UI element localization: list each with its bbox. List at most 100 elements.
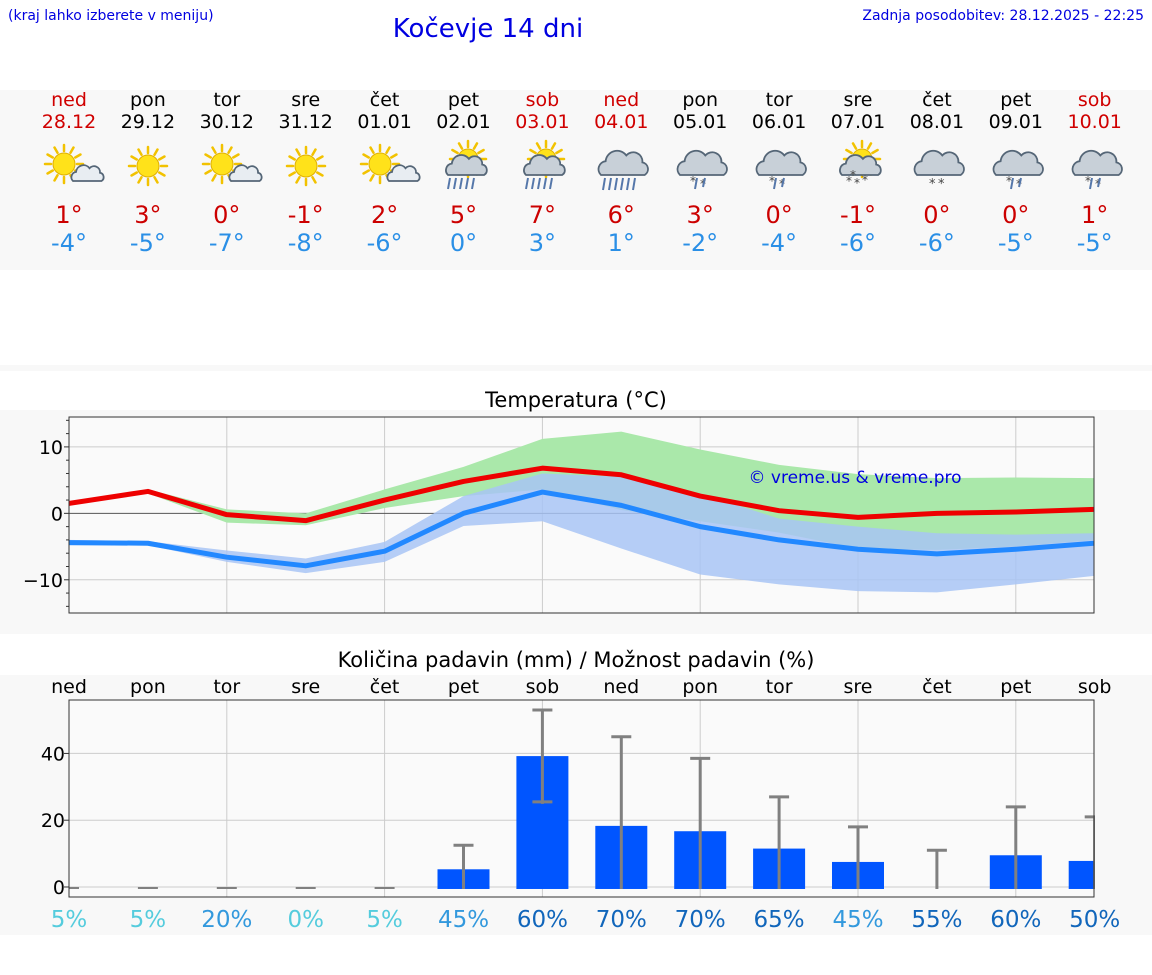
day-name: ned [51,89,87,111]
x-tick-label: sre [844,676,873,698]
precipitation-chart-panel: 40 20 0 ned pon tor sre čet pet sob ned pon tor sre če… [0,675,1152,935]
cloud-rain-icon [597,149,650,191]
daily-forecast-strip: ned 28.12 1° -4° pon 29.12 3° -5° tor 30.1… [0,90,1152,270]
day-date: 29.12 [120,111,176,133]
x-tick-label: sob [1078,676,1112,698]
max-temperature: 7° [528,201,557,229]
day-date: 01.01 [357,111,412,133]
day-date: 10.01 [1067,111,1122,133]
y-tick-label: 0 [53,877,65,899]
cloud-sleet-icon: ** [1071,149,1123,191]
max-temperature: 5° [449,201,478,229]
max-temperature: -1° [287,201,324,229]
precipitation-probability: 70% [675,907,726,933]
min-temperature: -6° [366,229,403,257]
day-name: pon [130,89,166,111]
sun-cloud-icon [359,143,421,185]
precipitation-probability: 20% [201,907,252,933]
max-temperature: 1° [1081,201,1109,229]
x-tick-label: tor [213,676,240,698]
svg-text:*: * [846,174,852,188]
max-temperature: 0° [1002,201,1030,229]
min-temperature: 3° [528,229,557,257]
page-title: Kočevje 14 dni [392,14,584,44]
min-temperature: 0° [449,229,478,257]
max-temperature: -1° [840,201,876,229]
day-name: sre [843,89,873,111]
day-forecast-11: čet 08.01 * * 0° -6° [897,90,977,257]
sun-cloud-icon [201,143,263,185]
copyright-watermark: © vreme.us & vreme.pro [748,468,961,488]
svg-text:*: * [850,168,856,182]
day-name: pon [682,89,719,111]
x-tick-label: pet [448,676,479,698]
temperature-chart: 10 0 −10 © vreme.us & vreme.pro [23,416,1095,614]
sun-cloud-snow-icon: * * ** [839,139,882,190]
day-date: 30.12 [199,111,254,133]
spacer-band [0,365,1152,371]
svg-text:*: * [929,177,936,192]
day-name: sob [1077,89,1112,111]
sun-cloud-rain-icon [444,139,488,190]
svg-text:*: * [938,177,945,192]
x-tick-label: pon [682,676,718,698]
min-temperature: -5° [1076,229,1113,257]
day-forecast-12: pet 09.01 ** 0° -5° [976,90,1056,257]
day-date: 31.12 [278,111,333,133]
svg-text:*: * [1006,174,1012,188]
svg-text:*: * [854,176,860,190]
day-forecast-2: tor 30.12 0° -7° [187,90,267,257]
svg-text:*: * [862,173,868,187]
max-temperature-line [69,465,1094,524]
max-temperature: 0° [923,201,951,229]
day-name: čet [369,89,400,111]
max-temperature: 0° [213,201,241,229]
min-temperature-line [69,489,1094,569]
precipitation-probability: 50% [1069,907,1120,933]
min-temperature: -2° [682,229,719,257]
day-date: 05.01 [672,111,728,133]
sun-icon [127,145,169,187]
y-tick-label: −10 [23,570,63,592]
day-forecast-3: sre 31.12 -1° -8° [266,89,346,258]
precipitation-chart-title: Količina padavin (mm) / Možnost padavin … [337,648,815,672]
cloud-snow-icon: * * [913,149,965,192]
min-temperature: -5° [997,229,1034,257]
min-temperature: -5° [129,229,166,257]
x-tick-label: sob [526,676,560,698]
location-menu-hint[interactable]: (kraj lahko izberete v meniju) [8,8,214,24]
max-temperature: 2° [370,201,399,229]
day-name: pet [447,89,480,111]
precipitation-probability: 45% [438,907,489,933]
day-name: ned [603,89,640,111]
day-forecast-4: čet 01.01 2° -6° [345,90,425,257]
svg-text:*: * [690,174,696,188]
x-tick-label: čet [922,676,952,698]
min-temperature: -7° [208,229,245,257]
precipitation-bar [1068,860,1095,889]
day-date: 02.01 [436,111,491,133]
x-tick-label: pon [130,676,166,698]
temperature-chart-title: Temperatura (°C) [485,388,667,412]
temperature-chart-panel: 10 0 −10 © vreme.us & vreme.pro [0,410,1152,634]
y-tick-label: 10 [39,437,63,459]
day-forecast-8: pon 05.01 ** 3° -2° [660,90,740,257]
day-name: sre [291,89,321,111]
max-temperature: 1° [55,201,83,229]
y-tick-label: 0 [51,503,63,525]
precipitation-probability: 60% [990,907,1041,933]
max-temperature: 6° [607,201,635,229]
day-date: 04.01 [594,111,649,133]
svg-text:*: * [769,174,775,188]
max-temperature: 3° [134,201,162,229]
x-tick-label: ned [603,676,639,698]
day-name: tor [765,89,793,111]
day-forecast-0: ned 28.12 1° -4° [29,90,109,257]
day-date: 09.01 [988,111,1043,133]
x-tick-label: ned [51,676,87,698]
day-forecast-9: tor 06.01 ** 0° -4° [739,90,819,257]
day-name: sob [525,89,560,111]
last-update-timestamp: Zadnja posodobitev: 28.12.2025 - 22:25 [862,8,1144,24]
day-name: čet [922,89,952,111]
precipitation-probability: 70% [596,907,647,933]
